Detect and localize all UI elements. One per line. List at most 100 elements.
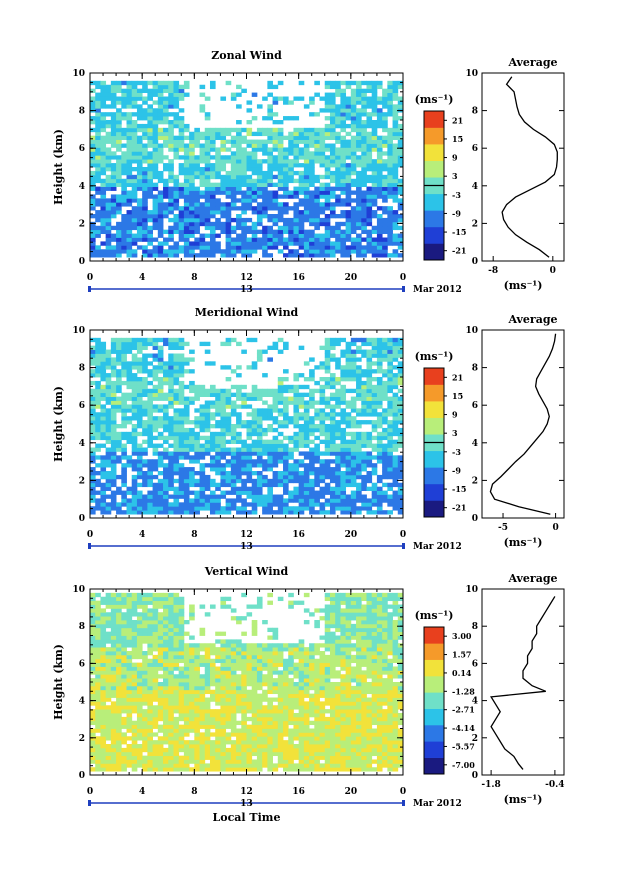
heatmap-cell	[382, 100, 388, 105]
heatmap-cell	[95, 147, 101, 152]
colorbar-swatch	[424, 500, 444, 518]
heatmap-cell	[220, 506, 227, 511]
heatmap-cell	[329, 759, 336, 764]
heatmap-cell	[329, 143, 336, 148]
heatmap-cell	[319, 490, 326, 495]
heatmap-cell	[105, 217, 112, 223]
heatmap-cell	[126, 506, 133, 511]
heatmap-cell	[350, 337, 357, 343]
heatmap-cell	[215, 396, 221, 401]
heatmap-cell	[345, 84, 352, 90]
heatmap-cell	[345, 744, 352, 749]
heatmap-cell	[361, 178, 367, 184]
heatmap-cell	[152, 463, 159, 468]
heatmap-cell	[220, 127, 227, 133]
heatmap-cell	[100, 728, 107, 733]
heatmap-cell	[277, 755, 284, 760]
heatmap-cell	[267, 139, 273, 144]
heatmap-cell	[335, 151, 341, 156]
heatmap-cell	[283, 755, 289, 760]
heatmap-cell	[183, 170, 190, 176]
heatmap-cell	[277, 498, 284, 503]
heatmap-cell	[267, 443, 273, 448]
heatmap-cell	[163, 341, 169, 347]
heatmap-cell	[131, 151, 138, 156]
heatmap-cell	[110, 337, 117, 343]
heatmap-cell	[382, 728, 388, 733]
heatmap-cell	[90, 198, 96, 203]
heatmap-cell	[163, 131, 169, 137]
heatmap-cell	[283, 744, 289, 749]
heatmap-cell	[95, 225, 101, 231]
heatmap-cell	[163, 237, 169, 242]
heatmap-cell	[204, 388, 211, 394]
heatmap-cell	[272, 482, 279, 488]
heatmap-cell	[345, 108, 352, 113]
heatmap-cell	[157, 84, 164, 90]
heatmap-cell	[267, 755, 273, 760]
heatmap-cell	[230, 174, 237, 180]
heatmap-cell	[121, 131, 127, 137]
heatmap-cell	[157, 744, 164, 749]
heatmap-cell	[136, 206, 143, 211]
heatmap-cell	[371, 92, 378, 97]
heatmap-cell	[95, 100, 101, 105]
heatmap-cell	[382, 96, 388, 101]
heatmap-cell	[256, 439, 263, 444]
heatmap-cell	[157, 431, 164, 437]
heatmap-cell	[376, 474, 383, 480]
heatmap-cell	[241, 206, 247, 211]
heatmap-cell	[105, 353, 112, 358]
heatmap-cell	[324, 759, 331, 764]
heatmap-cell	[267, 459, 273, 464]
heatmap-cell	[147, 233, 153, 238]
heatmap-cell	[366, 100, 373, 105]
heatmap-cell	[131, 96, 138, 101]
heatmap-cell	[147, 732, 153, 737]
heatmap-cell	[116, 198, 122, 203]
heatmap-cell	[309, 96, 315, 101]
heatmap-cell	[246, 502, 253, 507]
date-label: 13	[240, 542, 253, 552]
heatmap-cell	[309, 751, 315, 757]
heatmap-cell	[356, 202, 362, 207]
heatmap-cell	[236, 498, 242, 503]
heatmap-cell	[105, 431, 112, 437]
heatmap-cell	[116, 241, 122, 246]
heatmap-cell	[262, 229, 268, 234]
heatmap-cell	[329, 755, 336, 760]
heatmap-cell	[225, 482, 232, 488]
heatmap-cell	[366, 459, 373, 464]
heatmap-cell	[387, 182, 393, 187]
heatmap-cell	[277, 506, 284, 511]
heatmap-cell	[251, 396, 258, 401]
heatmap-cell	[251, 420, 258, 425]
heatmap-cell	[345, 369, 352, 374]
heatmap-cell	[157, 463, 164, 468]
heatmap-cell	[189, 182, 195, 187]
heatmap-cell	[136, 747, 143, 753]
heatmap-cell	[105, 728, 112, 733]
heatmap-cell	[356, 214, 362, 219]
heatmap-cell	[246, 178, 253, 184]
heatmap-cell	[220, 408, 227, 413]
heatmap-cell	[246, 427, 253, 433]
heatmap-cell	[272, 740, 279, 745]
heatmap-cell	[340, 245, 347, 250]
heatmap-cell	[298, 732, 305, 737]
heatmap-cell	[189, 225, 195, 231]
heatmap-cell	[366, 443, 373, 448]
heatmap-cell	[262, 400, 268, 405]
heatmap-cell	[288, 116, 294, 121]
heatmap-cell	[131, 127, 138, 133]
heatmap-cell	[361, 237, 367, 242]
heatmap-cell	[397, 380, 404, 386]
heatmap-cell	[121, 510, 127, 515]
heatmap-cell	[100, 116, 107, 121]
heatmap-cell	[178, 120, 185, 125]
heatmap-cell	[157, 159, 164, 164]
colorbar-swatch	[424, 243, 444, 261]
heatmap-cell	[267, 170, 273, 176]
heatmap-cell	[152, 396, 159, 401]
heatmap-cell	[168, 377, 174, 382]
